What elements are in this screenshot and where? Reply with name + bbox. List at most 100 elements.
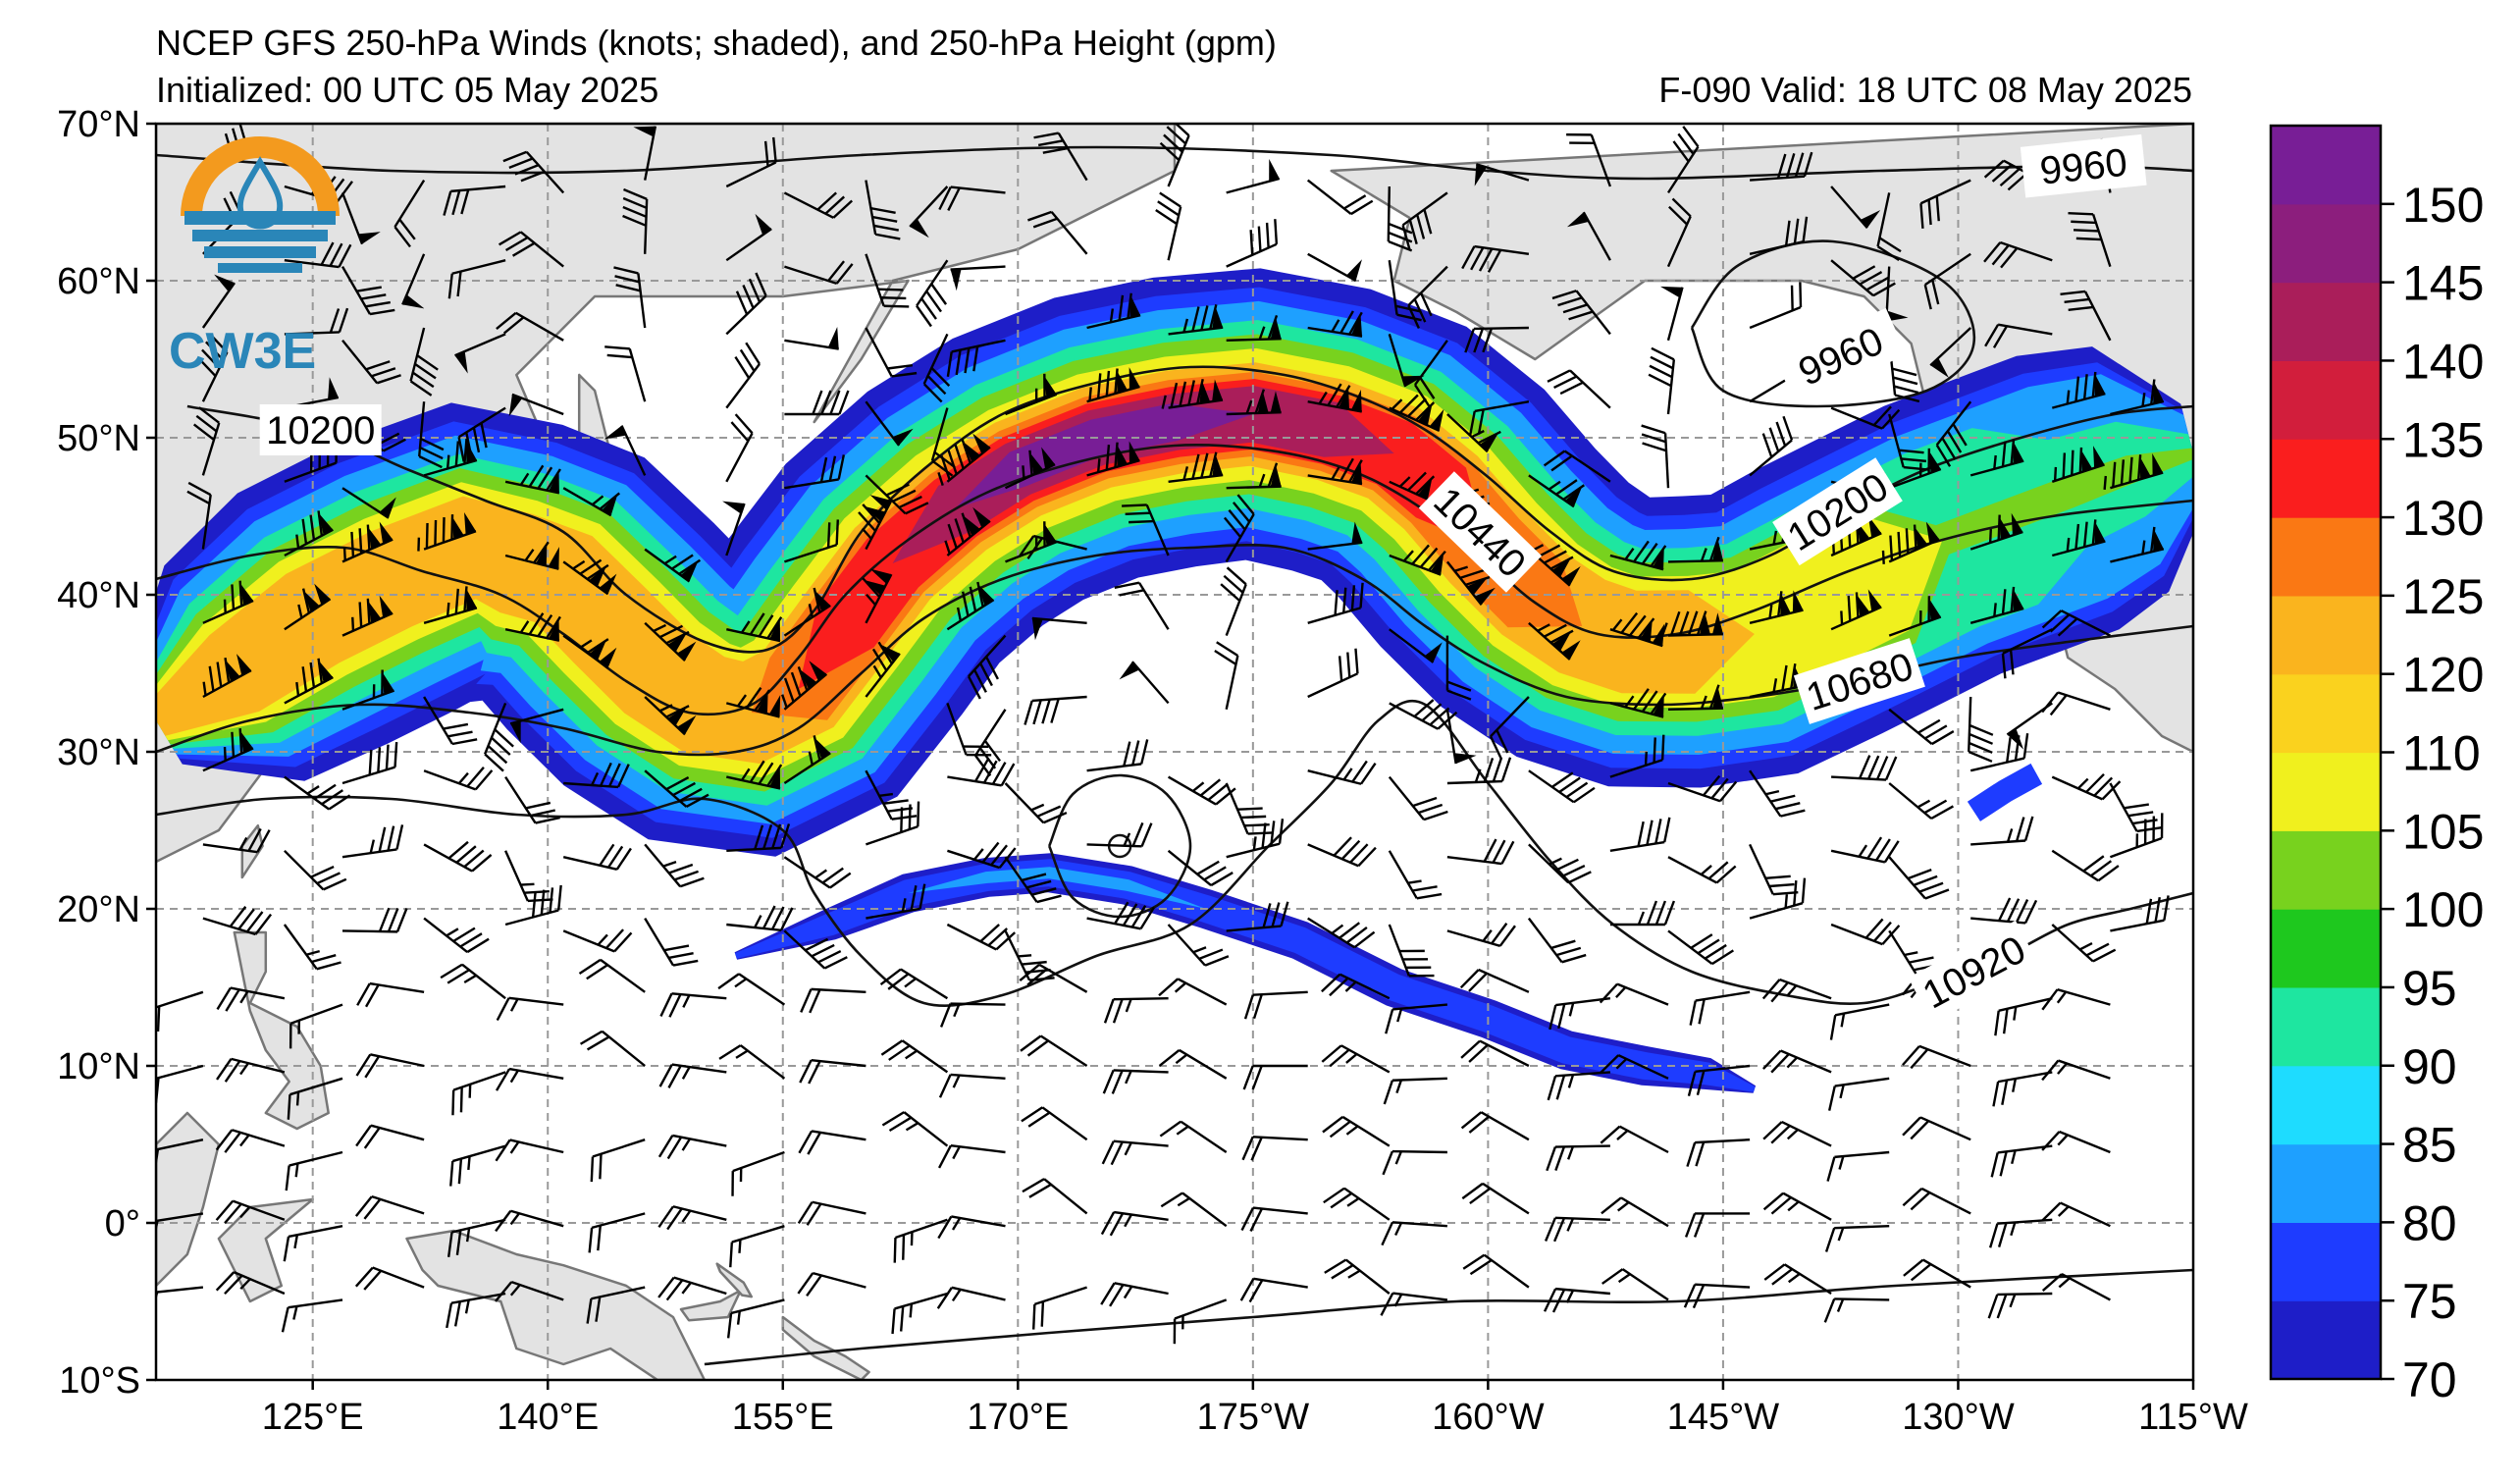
- barb-staff: [601, 1030, 646, 1067]
- barb-staff: [284, 259, 340, 269]
- barb-full: [1671, 197, 1692, 218]
- barb-full: [247, 827, 262, 852]
- barb-pennant: [1566, 212, 1590, 228]
- barb-half: [1109, 308, 1115, 323]
- barb-full: [378, 826, 387, 853]
- wind-barb: [202, 580, 254, 624]
- wind-barb: [1826, 1150, 1890, 1182]
- barb-full: [1695, 1141, 1706, 1167]
- barb-half: [1391, 398, 1403, 410]
- barb-staff: [739, 1044, 786, 1080]
- jet-sub-shade-1: [735, 859, 1756, 1092]
- barb-full: [1339, 457, 1354, 482]
- barb-staff: [1387, 185, 1391, 242]
- barb-full: [947, 450, 958, 475]
- wind-barb: [1033, 132, 1088, 182]
- barb-full: [1946, 430, 1963, 453]
- barb-staff: [784, 339, 839, 350]
- wind-barb: [1401, 191, 1448, 250]
- barb-staff: [1004, 463, 1056, 490]
- barb-full: [991, 762, 1007, 785]
- barb-full: [1324, 1258, 1347, 1274]
- barb-half: [2011, 1149, 2017, 1165]
- barb-staff: [1004, 929, 1031, 981]
- barb-half: [369, 839, 376, 854]
- barb-half: [509, 1212, 520, 1226]
- barb-full: [1123, 741, 1131, 767]
- barb-full: [1473, 328, 1485, 353]
- barb-staff: [1307, 326, 1363, 338]
- barb-half: [509, 998, 519, 1012]
- barb-full: [1407, 471, 1427, 492]
- barb-full: [954, 518, 965, 544]
- barb-full: [1852, 265, 1876, 280]
- colorbar-box-110: [2271, 673, 2381, 754]
- barb-full: [668, 993, 682, 1018]
- barb-staff: [947, 849, 1001, 870]
- barb-full: [2000, 247, 2019, 269]
- wind-barb: [1158, 978, 1228, 1006]
- wind-barb: [937, 1215, 1006, 1240]
- barb-staff: [2057, 691, 2111, 711]
- barb-half: [1453, 565, 1469, 572]
- barb-staff: [1086, 917, 1141, 930]
- wind-barb: [1762, 1120, 1832, 1147]
- wind-barb: [355, 1053, 425, 1079]
- barb-full: [1770, 1196, 1792, 1215]
- barb-staff: [1389, 628, 1435, 663]
- wind-barb: [1660, 610, 1724, 637]
- barb-full: [888, 1116, 912, 1133]
- barb-pennant: [677, 641, 697, 662]
- barb-full: [1250, 1137, 1263, 1161]
- barb-full: [1873, 921, 1892, 942]
- wind-barb: [1828, 1077, 1890, 1111]
- barb-staff: [341, 487, 390, 519]
- barb-full: [495, 1210, 512, 1233]
- barb-staff: [628, 348, 647, 402]
- barb-full: [192, 423, 215, 442]
- barb-full: [504, 236, 529, 252]
- barb-full: [460, 188, 470, 215]
- barb-full: [1242, 1065, 1254, 1090]
- barb-full: [1555, 946, 1582, 957]
- barb-full: [1823, 1298, 1836, 1323]
- barb-full: [1620, 611, 1639, 634]
- barb-half: [910, 1232, 914, 1246]
- barb-full: [674, 870, 699, 881]
- barb-half: [2066, 537, 2071, 552]
- barb-pennant: [1928, 450, 1941, 473]
- barb-half: [1018, 954, 1032, 958]
- barb-full: [1561, 864, 1586, 878]
- barb-full: [2120, 459, 2126, 485]
- barb-staff: [1031, 695, 1087, 703]
- barb-full: [1941, 437, 1957, 460]
- barb-full: [1641, 543, 1658, 565]
- barb-half: [1838, 1155, 1845, 1170]
- barb-staff: [510, 1209, 564, 1228]
- barb-full: [963, 745, 989, 749]
- barb-full: [679, 787, 703, 803]
- wind-barb: [423, 586, 478, 624]
- barb-full: [1265, 222, 1270, 248]
- barb-full: [1464, 328, 1476, 353]
- wind-barb: [784, 390, 850, 416]
- barb-half: [509, 1070, 519, 1084]
- barb-full: [1351, 760, 1368, 783]
- barb-staff: [1225, 513, 1255, 563]
- wind-barb: [1600, 1054, 1669, 1080]
- barb-full: [748, 278, 761, 303]
- barb-full: [1633, 688, 1650, 711]
- barb-staff: [2059, 1130, 2111, 1154]
- barb-half: [372, 684, 376, 699]
- wind-barb: [1005, 373, 1058, 416]
- barb-full: [369, 308, 395, 316]
- barb-full: [466, 937, 490, 954]
- valid-time: F-090 Valid: 18 UTC 08 May 2025: [1658, 70, 2192, 110]
- barb-pennant: [214, 274, 236, 292]
- barb-staff: [2110, 919, 2165, 932]
- wind-barb: [590, 1139, 646, 1183]
- wind-barb: [1307, 383, 1362, 413]
- barb-staff: [1167, 206, 1182, 261]
- barb-full: [463, 849, 485, 869]
